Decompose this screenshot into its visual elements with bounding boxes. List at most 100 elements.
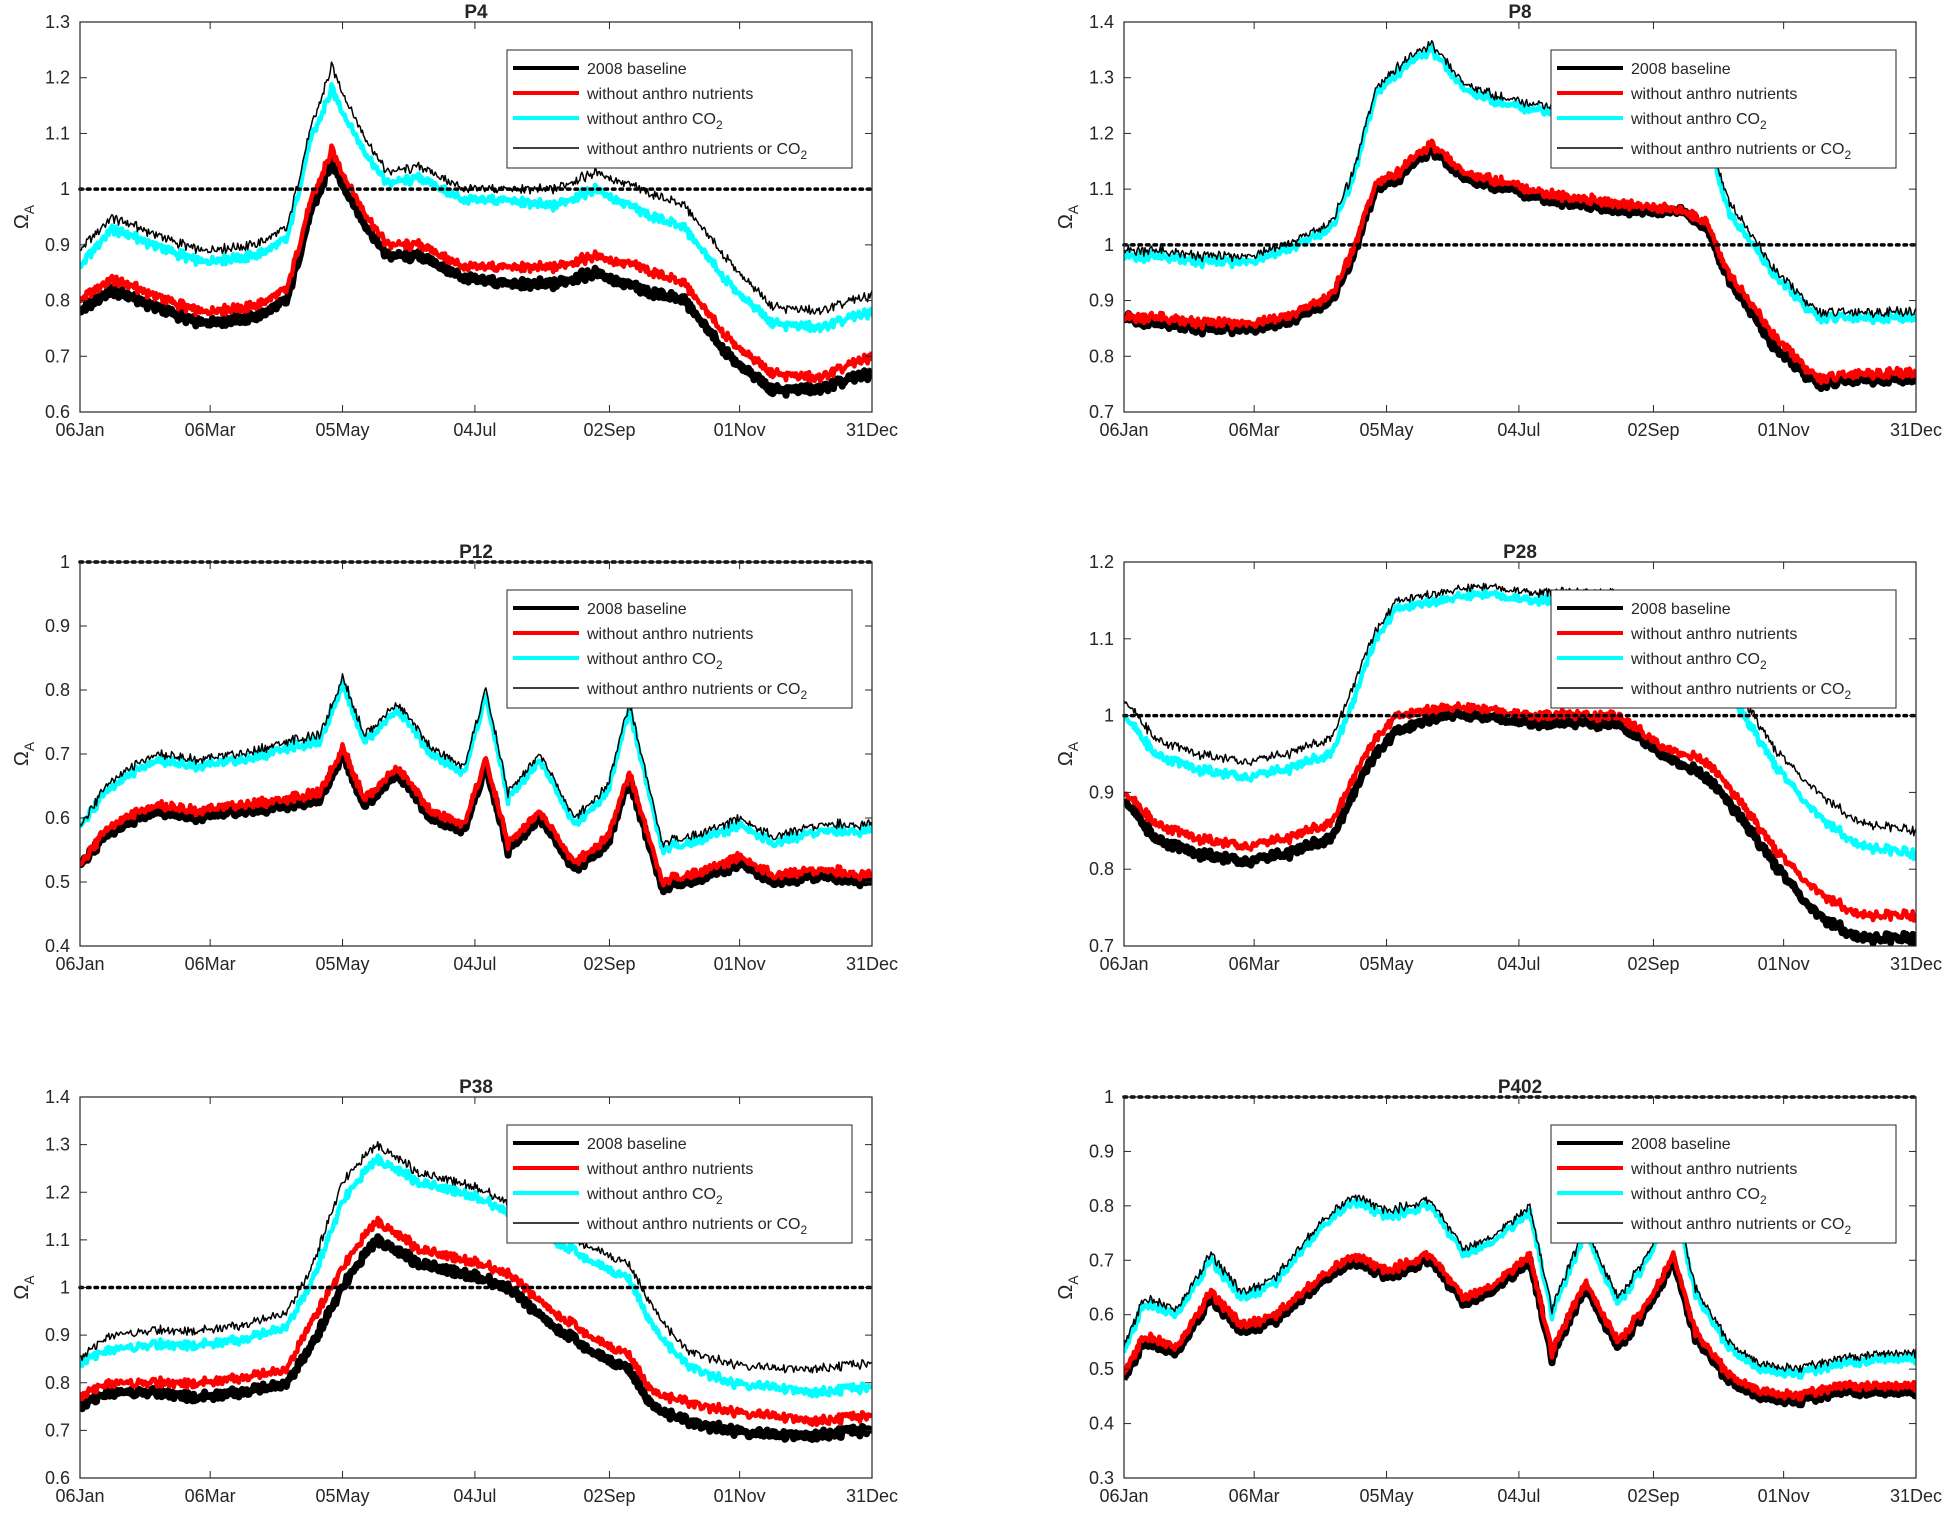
y-tick-label: 0.5 [45,872,70,892]
legend-label: without anthro CO2 [1630,651,1767,672]
panel-title: P402 [1498,1077,1542,1098]
plot-area [80,61,872,399]
y-tick-label: 0.9 [45,235,70,255]
x-tick-label: 04Jul [1497,954,1540,974]
y-tick-label: 1.1 [1089,179,1114,199]
series-line-1 [1124,142,1916,393]
legend-label: without anthro CO2 [586,1186,723,1207]
y-tick-label: 0.7 [45,346,70,366]
legend-label: without anthro nutrients [1630,1161,1797,1178]
x-tick-label: 05May [1360,420,1414,440]
x-tick-label: 31Dec [1890,1486,1942,1506]
legend-label: 2008 baseline [1631,1136,1731,1153]
y-tick-label: 1.3 [45,12,70,32]
y-tick-label: 0.4 [45,936,70,956]
y-axis-label: ΩA [11,741,37,766]
y-tick-label: 0.9 [45,616,70,636]
y-tick-label: 1.3 [45,1135,70,1155]
legend-label: 2008 baseline [587,601,687,618]
series-line-1 [80,747,872,896]
panel-p4: 0.6 0.7 0.8 0.9 1 1.1 1.2 1.3 06Jan 06Mar 05May 04J… [11,2,898,440]
y-tick-label: 0.7 [45,744,70,764]
x-tick-label: 06Jan [1099,1486,1148,1506]
series-line-3 [1124,1190,1916,1380]
y-tick-label: 1.1 [45,1230,70,1250]
x-tick-label: 05May [316,420,370,440]
y-tick-label: 0.6 [1089,1305,1114,1325]
y-tick-label: 0.7 [1089,1250,1114,1270]
x-tick-label: 06Jan [55,954,104,974]
series-line-4 [1124,40,1916,319]
y-tick-label: 0.6 [45,1468,70,1488]
x-tick-label: 06Mar [1229,1486,1280,1506]
legend-label: without anthro CO2 [586,111,723,132]
y-tick-label: 0.8 [1089,346,1114,366]
x-tick-label: 05May [1360,1486,1414,1506]
x-tick-label: 02Sep [1627,954,1679,974]
x-tick-label: 31Dec [1890,954,1942,974]
x-tick-label: 01Nov [1758,420,1810,440]
x-tick-label: 06Mar [1229,420,1280,440]
panel-p12: 0.4 0.5 0.6 0.7 0.8 0.9 1 06Jan 06Mar 05May 04Jul 0… [11,542,898,974]
y-axis-label: ΩA [11,1275,37,1300]
x-tick-label: 01Nov [1758,954,1810,974]
series-line-4 [80,1140,872,1374]
y-tick-label: 0.6 [45,808,70,828]
y-tick-label: 0.3 [1089,1468,1114,1488]
y-tick-label: 0.8 [1089,859,1114,879]
series-line-1 [1124,1254,1916,1409]
legend-label: without anthro CO2 [1630,1186,1767,1207]
x-tick-label: 31Dec [846,1486,898,1506]
x-tick-label: 06Mar [185,420,236,440]
panel-p28: 0.7 0.8 0.9 1 1.1 1.2 06Jan 06Mar 05May 04Jul 02Se… [1055,542,1942,974]
x-tick-label: 01Nov [1758,1486,1810,1506]
axes-box [1123,21,1917,413]
y-tick-label: 1 [1104,706,1114,726]
legend-label: without anthro nutrients [1630,626,1797,643]
legend: 2008 baseline without anthro nutrients wit… [1550,589,1897,709]
axes-box [1123,1096,1917,1479]
y-tick-label: 1.2 [45,68,70,88]
y-tick-label: 1 [60,179,70,199]
legend: 2008 baseline without anthro nutrients wit… [506,589,853,709]
panel-p38: 0.6 0.7 0.8 0.9 1 1.1 1.2 1.3 1.4 06Jan 06Mar 05May… [11,1077,898,1506]
panel-title: P38 [459,1077,493,1098]
x-tick-label: 31Dec [846,420,898,440]
y-tick-label: 1.2 [45,1182,70,1202]
x-tick-label: 05May [316,954,370,974]
panel-title: P4 [464,2,488,23]
y-tick-label: 1.1 [45,123,70,143]
legend-label: without anthro nutrients or CO2 [1630,681,1851,702]
legend-label: without anthro nutrients [586,86,753,103]
x-tick-label: 01Nov [714,420,766,440]
x-tick-label: 06Jan [1099,420,1148,440]
panel-title: P28 [1503,542,1537,563]
series-line-3 [1124,588,1916,862]
series-line-3 [80,1153,872,1399]
panel-p402: 0.3 0.4 0.5 0.6 0.7 0.8 0.9 1 06Jan 06Mar 05May 04J… [1055,1077,1942,1506]
x-tick-label: 06Mar [1229,954,1280,974]
y-axis-label: ΩA [1055,741,1081,766]
x-tick-label: 02Sep [1627,1486,1679,1506]
plot-area [1124,1186,1916,1409]
legend-label: without anthro nutrients [586,1161,753,1178]
legend-label: 2008 baseline [587,1136,687,1153]
x-tick-label: 05May [316,1486,370,1506]
series-line-4 [1124,582,1916,837]
y-tick-label: 0.9 [1089,1141,1114,1161]
x-tick-label: 31Dec [1890,420,1942,440]
x-tick-label: 02Sep [1627,420,1679,440]
y-tick-label: 0.9 [1089,291,1114,311]
legend-label: without anthro nutrients or CO2 [586,681,807,702]
series-line-3 [80,82,872,334]
x-tick-label: 02Sep [583,1486,635,1506]
series-line-2 [1124,138,1916,386]
y-tick-label: 1 [1104,1087,1114,1107]
x-tick-label: 04Jul [1497,420,1540,440]
x-tick-label: 05May [1360,954,1414,974]
y-tick-label: 0.5 [1089,1359,1114,1379]
panel-title: P12 [459,542,493,563]
legend-label: without anthro nutrients [586,626,753,643]
legend-label: without anthro CO2 [1630,111,1767,132]
